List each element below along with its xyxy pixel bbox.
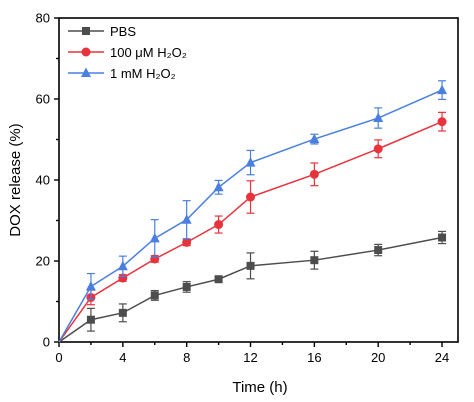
series-line — [58, 120, 443, 343]
data-point — [310, 256, 319, 265]
series-3 — [58, 80, 448, 343]
ticks: 0 4 8 12 16 20 24 0 20 40 60 80 — [36, 11, 450, 366]
legend-marker — [81, 67, 91, 77]
data-point — [437, 84, 448, 95]
y-tick-label: 20 — [36, 254, 50, 269]
x-tick-label: 8 — [183, 350, 190, 365]
legend-label: 100 μM H₂O₂ — [110, 45, 187, 60]
legend-item-2: 100 μM H₂O₂ — [68, 45, 187, 60]
data-point — [374, 246, 383, 255]
legend-item-1: PBS — [68, 24, 136, 39]
data-point — [309, 133, 320, 144]
data-point — [118, 273, 128, 283]
legend-marker — [82, 27, 90, 35]
data-point — [117, 260, 128, 271]
series-1 — [58, 230, 447, 343]
data-point — [181, 214, 192, 224]
x-tick-label: 0 — [55, 350, 62, 365]
data-point — [214, 275, 223, 284]
legend-item-3: 1 mM H₂O₂ — [68, 66, 176, 81]
data-point — [245, 157, 256, 167]
series-line — [58, 236, 443, 343]
data-point — [182, 282, 191, 291]
data-point — [213, 181, 224, 192]
data-point — [438, 233, 447, 242]
data-point — [214, 220, 224, 230]
data-point — [246, 192, 256, 202]
x-tick-label: 12 — [243, 350, 257, 365]
x-tick-label: 24 — [435, 350, 449, 365]
legend-marker — [81, 47, 91, 57]
legend-label: PBS — [110, 24, 136, 39]
data-point — [86, 315, 95, 324]
x-tick-label: 4 — [119, 350, 126, 365]
data-point — [182, 237, 192, 247]
data-point — [373, 112, 384, 123]
data-point — [309, 169, 319, 179]
series-layer — [58, 80, 448, 343]
data-point — [85, 281, 96, 291]
y-tick-label: 80 — [36, 11, 50, 26]
series-line — [58, 89, 443, 343]
y-tick-label: 40 — [36, 173, 50, 188]
x-axis-title: Time (h) — [232, 379, 287, 396]
legend: PBS 100 μM H₂O₂ 1 mM H₂O₂ — [68, 24, 187, 81]
data-point — [373, 144, 383, 154]
data-point — [149, 232, 160, 243]
series-2 — [58, 111, 447, 343]
x-tick-label: 20 — [371, 350, 385, 365]
y-axis-title: DOX release (%) — [7, 123, 24, 236]
y-tick-label: 60 — [36, 92, 50, 107]
legend-label: 1 mM H₂O₂ — [110, 66, 176, 81]
data-point — [150, 291, 159, 300]
data-point — [118, 308, 127, 317]
data-point — [437, 117, 447, 127]
y-tick-label: 0 — [43, 335, 50, 350]
x-tick-label: 16 — [307, 350, 321, 365]
data-point — [246, 261, 255, 270]
